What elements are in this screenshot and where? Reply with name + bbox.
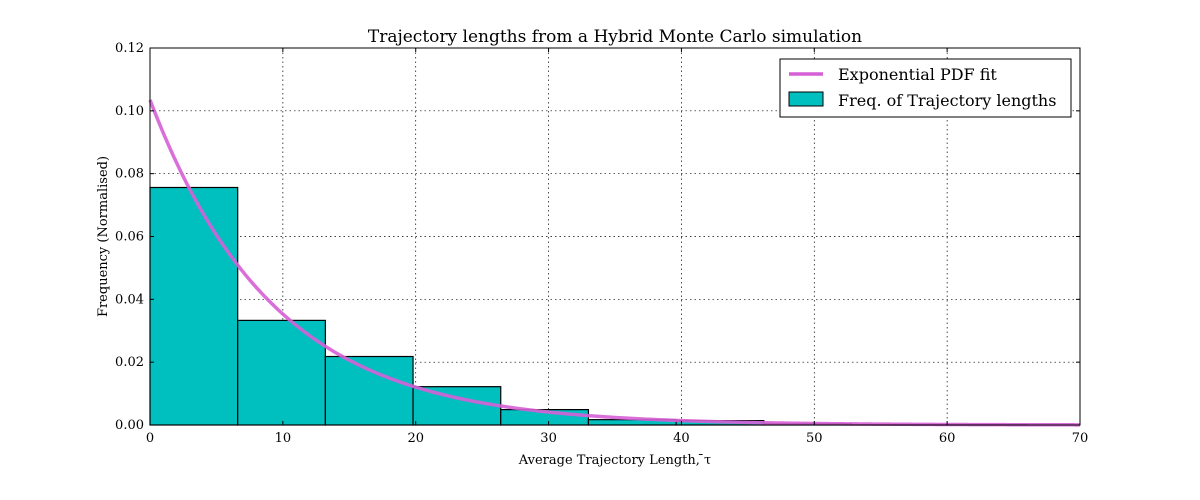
x-tick-label: 10 (275, 431, 292, 446)
y-tick-label: 0.02 (115, 355, 144, 370)
y-tick-label: 0.04 (115, 292, 144, 307)
x-tick-label: 60 (939, 431, 956, 446)
x-tick-label: 70 (1072, 431, 1089, 446)
legend-box (779, 58, 1072, 118)
histogram-bar (412, 386, 502, 426)
x-tick-label: 30 (540, 431, 557, 446)
x-tick-label: 50 (806, 431, 823, 446)
axis-ticks: 0 10 20 30 40 50 60 70 0.00 0.02 0.04 0.06 0.08 0.10 0… (115, 41, 1088, 446)
legend: Exponential PDF fit Freq. of Trajectory … (779, 58, 1072, 118)
fit-curve-layer (148, 99, 1080, 427)
fit-curve (148, 99, 1080, 427)
y-tick-label: 0.06 (115, 230, 144, 245)
histogram-bars (149, 186, 1028, 426)
y-axis-title: Frequency (Normalised) (96, 156, 111, 317)
y-tick-label: 0.10 (115, 104, 144, 119)
y-tick-label: 0.12 (115, 41, 144, 56)
y-tick-label: 0.00 (115, 418, 144, 433)
chart-title: Trajectory lengths from a Hybrid Monte C… (368, 27, 862, 47)
x-tick-label: 0 (146, 431, 154, 446)
histogram-bar (149, 186, 239, 426)
legend-swatch-histogram (788, 91, 824, 107)
histogram-bar (324, 355, 414, 426)
legend-label-fit: Exponential PDF fit (838, 65, 997, 84)
y-tick-label: 0.08 (115, 167, 144, 182)
legend-label-histogram: Freq. of Trajectory lengths (838, 91, 1056, 110)
x-tick-label: 40 (673, 431, 690, 446)
x-tick-label: 20 (407, 431, 424, 446)
x-axis-title: Average Trajectory Length, ̄τ (518, 453, 711, 468)
